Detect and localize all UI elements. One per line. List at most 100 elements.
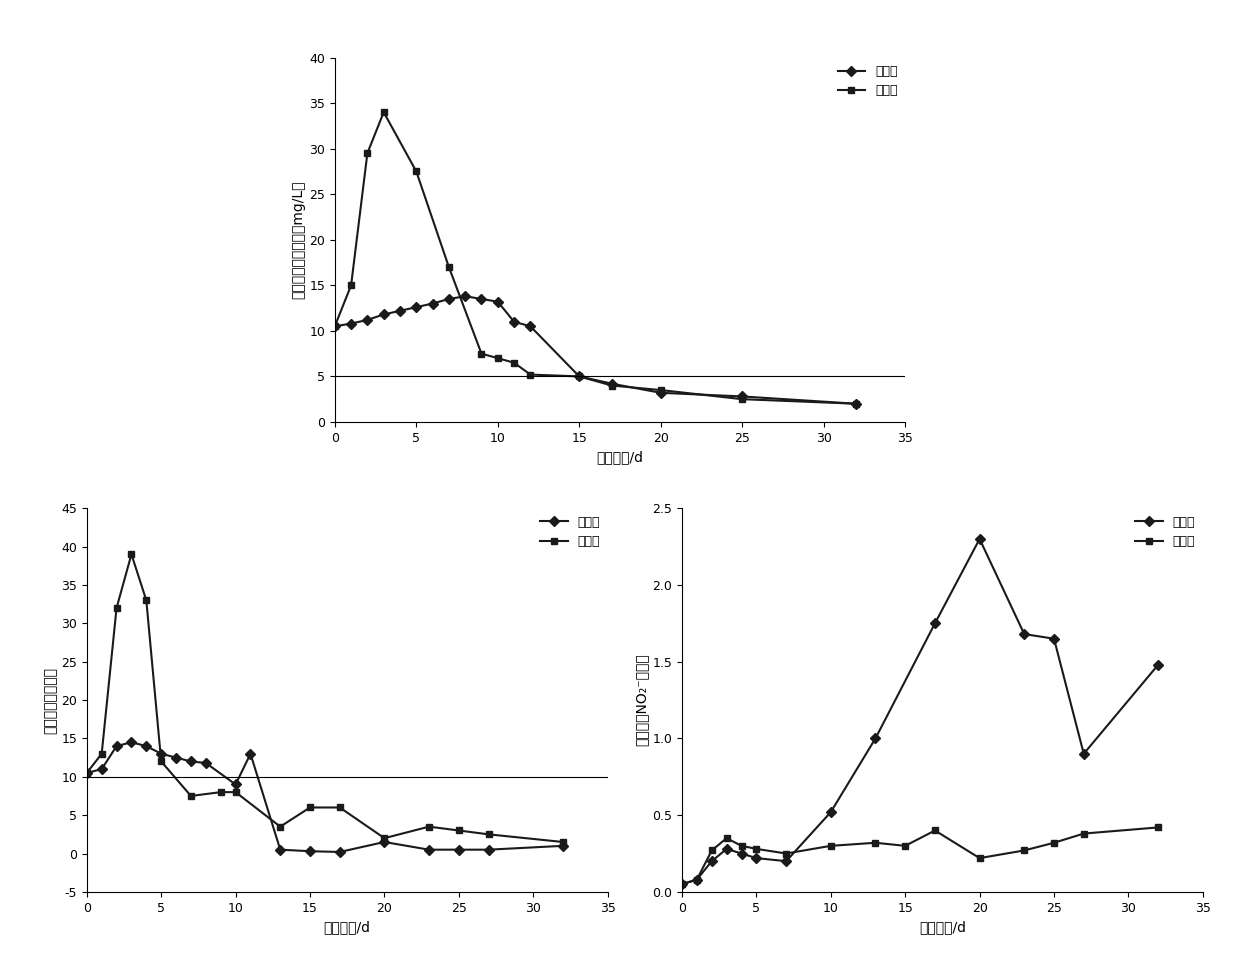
- 电解组: [604, 380, 619, 391]
- 对照组: [441, 293, 456, 305]
- 对照组: [124, 737, 139, 748]
- 对照组: [689, 874, 704, 885]
- 对照组: [675, 878, 689, 890]
- Line: 电解组: 电解组: [83, 550, 567, 846]
- 电解组: [343, 279, 358, 291]
- 对照组: [719, 843, 734, 854]
- 对照组: [1047, 633, 1061, 644]
- 对照组: [303, 846, 317, 857]
- 对照组: [1151, 659, 1166, 670]
- 对照组: [154, 748, 169, 760]
- 对照组: [273, 844, 288, 855]
- 电解组: [332, 802, 347, 813]
- 电解组: [213, 786, 228, 798]
- 对照组: [228, 779, 243, 790]
- 对照组: [849, 398, 864, 409]
- 对照组: [139, 740, 154, 752]
- X-axis label: 电解时间/d: 电解时间/d: [596, 450, 644, 464]
- 电解组: [422, 821, 436, 832]
- Legend: 对照组, 电解组: 对照组, 电解组: [1131, 511, 1200, 553]
- Line: 对照组: 对照组: [331, 292, 859, 408]
- 对照组: [243, 748, 258, 760]
- 电解组: [1076, 828, 1091, 839]
- 对照组: [868, 733, 883, 744]
- 电解组: [556, 836, 570, 848]
- 电解组: [490, 352, 505, 363]
- 电解组: [704, 845, 719, 856]
- 对照组: [109, 740, 124, 752]
- 电解组: [228, 786, 243, 798]
- 电解组: [507, 357, 522, 368]
- 电解组: [523, 369, 538, 381]
- 对照组: [169, 752, 184, 763]
- 对照组: [458, 291, 472, 302]
- X-axis label: 电解时间/d: 电解时间/d: [919, 920, 966, 934]
- 对照组: [704, 855, 719, 867]
- 对照组: [393, 305, 408, 316]
- 电解组: [451, 825, 466, 836]
- 对照组: [972, 533, 987, 545]
- 对照组: [779, 855, 794, 867]
- 电解组: [735, 393, 750, 405]
- X-axis label: 电解时间/d: 电解时间/d: [324, 920, 371, 934]
- 对照组: [425, 297, 440, 309]
- 电解组: [734, 840, 749, 852]
- 对照组: [198, 758, 213, 769]
- 电解组: [139, 595, 154, 606]
- 对照组: [1076, 748, 1091, 760]
- Y-axis label: 上覆水中总氮浓度（mg/L）: 上覆水中总氮浓度（mg/L）: [291, 180, 305, 299]
- 对照组: [343, 317, 358, 329]
- 电解组: [1017, 845, 1032, 856]
- 对照组: [360, 315, 374, 326]
- 对照组: [327, 320, 342, 332]
- 对照组: [523, 320, 538, 332]
- 电解组: [689, 874, 704, 885]
- Line: 对照组: 对照组: [83, 738, 567, 855]
- 对照组: [823, 807, 838, 818]
- 电解组: [1047, 837, 1061, 849]
- 对照组: [653, 387, 668, 399]
- 电解组: [481, 829, 496, 840]
- 电解组: [154, 756, 169, 767]
- 对照组: [490, 296, 505, 308]
- 对照组: [556, 840, 570, 852]
- 电解组: [273, 821, 288, 832]
- 电解组: [779, 848, 794, 859]
- 电解组: [823, 840, 838, 852]
- 电解组: [184, 790, 198, 802]
- 电解组: [1151, 822, 1166, 833]
- 对照组: [507, 316, 522, 327]
- 对照组: [604, 378, 619, 389]
- 电解组: [327, 320, 342, 332]
- 电解组: [719, 832, 734, 844]
- 电解组: [928, 825, 942, 836]
- 对照组: [422, 844, 436, 855]
- 电解组: [474, 348, 489, 360]
- 对照组: [451, 844, 466, 855]
- 对照组: [474, 293, 489, 305]
- 电解组: [303, 802, 317, 813]
- 对照组: [734, 848, 749, 859]
- Line: 电解组: 电解组: [331, 108, 859, 408]
- 对照组: [79, 767, 94, 779]
- 电解组: [376, 106, 391, 118]
- 电解组: [360, 148, 374, 159]
- 电解组: [94, 748, 109, 760]
- 电解组: [868, 837, 883, 849]
- 对照组: [377, 836, 392, 848]
- 对照组: [749, 853, 764, 864]
- 对照组: [572, 370, 587, 382]
- 电解组: [749, 843, 764, 854]
- 电解组: [572, 370, 587, 382]
- 电解组: [109, 602, 124, 614]
- 对照组: [928, 618, 942, 629]
- 电解组: [377, 832, 392, 844]
- 电解组: [849, 398, 864, 409]
- 对照组: [409, 301, 424, 313]
- Legend: 对照组, 电解组: 对照组, 电解组: [833, 60, 903, 103]
- 电解组: [79, 767, 94, 779]
- Y-axis label: 上覆水中NO₂⁻的浓度: 上覆水中NO₂⁻的浓度: [634, 654, 649, 746]
- 电解组: [124, 549, 139, 560]
- 对照组: [735, 390, 750, 402]
- 电解组: [653, 385, 668, 396]
